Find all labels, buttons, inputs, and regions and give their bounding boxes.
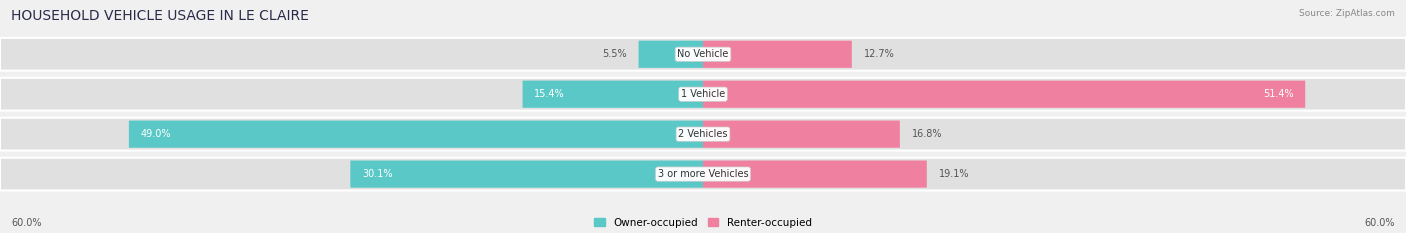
- Legend: Owner-occupied, Renter-occupied: Owner-occupied, Renter-occupied: [595, 218, 811, 228]
- Text: 19.1%: 19.1%: [939, 169, 969, 179]
- FancyBboxPatch shape: [0, 158, 1406, 190]
- FancyBboxPatch shape: [0, 78, 1406, 111]
- FancyBboxPatch shape: [638, 41, 703, 68]
- Text: 3 or more Vehicles: 3 or more Vehicles: [658, 169, 748, 179]
- Text: HOUSEHOLD VEHICLE USAGE IN LE CLAIRE: HOUSEHOLD VEHICLE USAGE IN LE CLAIRE: [11, 9, 309, 23]
- Text: 5.5%: 5.5%: [602, 49, 627, 59]
- FancyBboxPatch shape: [703, 161, 927, 188]
- Text: 60.0%: 60.0%: [1364, 218, 1395, 228]
- FancyBboxPatch shape: [0, 118, 1406, 151]
- Text: 2 Vehicles: 2 Vehicles: [678, 129, 728, 139]
- Text: 60.0%: 60.0%: [11, 218, 42, 228]
- FancyBboxPatch shape: [703, 120, 900, 148]
- Text: 49.0%: 49.0%: [141, 129, 172, 139]
- Text: 1 Vehicle: 1 Vehicle: [681, 89, 725, 99]
- Text: No Vehicle: No Vehicle: [678, 49, 728, 59]
- Text: 51.4%: 51.4%: [1263, 89, 1294, 99]
- FancyBboxPatch shape: [523, 81, 703, 108]
- FancyBboxPatch shape: [129, 120, 703, 148]
- Text: Source: ZipAtlas.com: Source: ZipAtlas.com: [1299, 9, 1395, 18]
- FancyBboxPatch shape: [703, 81, 1305, 108]
- Text: 16.8%: 16.8%: [911, 129, 942, 139]
- Text: 12.7%: 12.7%: [863, 49, 894, 59]
- FancyBboxPatch shape: [703, 41, 852, 68]
- FancyBboxPatch shape: [0, 38, 1406, 71]
- FancyBboxPatch shape: [350, 161, 703, 188]
- Text: 15.4%: 15.4%: [534, 89, 565, 99]
- Text: 30.1%: 30.1%: [363, 169, 392, 179]
